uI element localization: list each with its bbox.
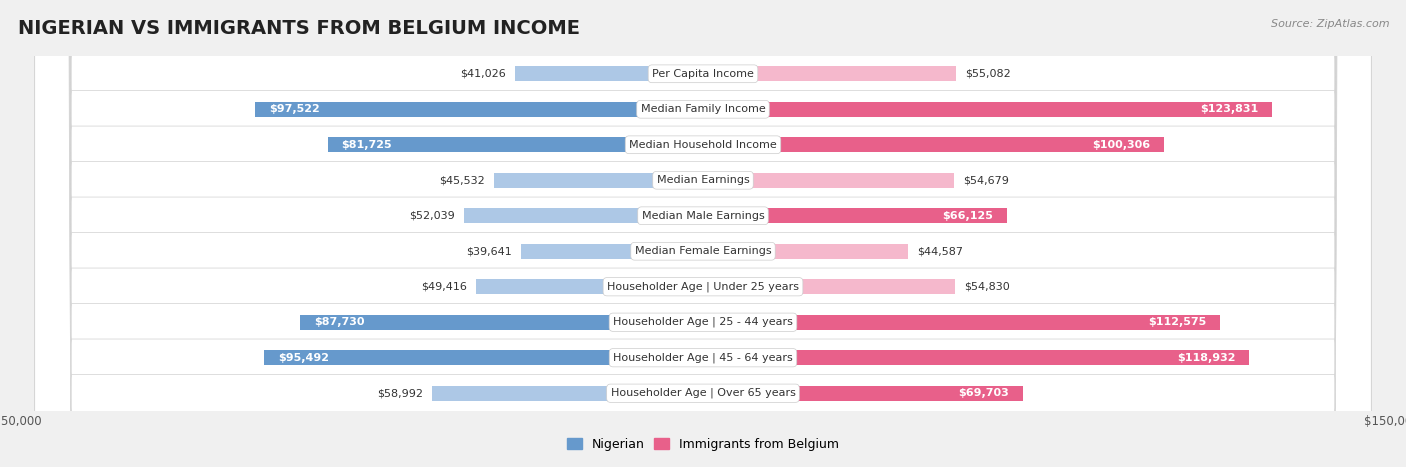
- Bar: [494, 173, 703, 188]
- FancyBboxPatch shape: [35, 0, 1371, 467]
- Text: $66,125: $66,125: [942, 211, 993, 221]
- Text: Median Family Income: Median Family Income: [641, 104, 765, 114]
- FancyBboxPatch shape: [35, 0, 1371, 467]
- Text: Median Household Income: Median Household Income: [628, 140, 778, 150]
- Bar: [703, 137, 1164, 152]
- Bar: [515, 66, 703, 81]
- Bar: [299, 315, 703, 330]
- Bar: [703, 208, 1007, 223]
- Bar: [264, 350, 703, 365]
- Text: Per Capita Income: Per Capita Income: [652, 69, 754, 79]
- Text: $49,416: $49,416: [420, 282, 467, 292]
- Bar: [432, 386, 703, 401]
- Text: Householder Age | Over 65 years: Householder Age | Over 65 years: [610, 388, 796, 398]
- Bar: [522, 244, 703, 259]
- Text: $54,679: $54,679: [963, 175, 1010, 185]
- Bar: [703, 244, 908, 259]
- Bar: [703, 279, 955, 294]
- Text: $55,082: $55,082: [965, 69, 1011, 79]
- Bar: [703, 102, 1272, 117]
- Bar: [703, 66, 956, 81]
- Text: NIGERIAN VS IMMIGRANTS FROM BELGIUM INCOME: NIGERIAN VS IMMIGRANTS FROM BELGIUM INCO…: [18, 19, 581, 38]
- Text: $95,492: $95,492: [278, 353, 329, 363]
- Text: $112,575: $112,575: [1149, 317, 1206, 327]
- Text: $100,306: $100,306: [1092, 140, 1150, 150]
- Legend: Nigerian, Immigrants from Belgium: Nigerian, Immigrants from Belgium: [567, 438, 839, 451]
- FancyBboxPatch shape: [35, 0, 1371, 467]
- FancyBboxPatch shape: [35, 0, 1371, 467]
- Text: Householder Age | 25 - 44 years: Householder Age | 25 - 44 years: [613, 317, 793, 327]
- Text: Householder Age | Under 25 years: Householder Age | Under 25 years: [607, 282, 799, 292]
- Text: Householder Age | 45 - 64 years: Householder Age | 45 - 64 years: [613, 353, 793, 363]
- Text: $39,641: $39,641: [465, 246, 512, 256]
- Text: Median Female Earnings: Median Female Earnings: [634, 246, 772, 256]
- Text: $52,039: $52,039: [409, 211, 454, 221]
- Bar: [703, 315, 1220, 330]
- Bar: [464, 208, 703, 223]
- FancyBboxPatch shape: [35, 0, 1371, 467]
- FancyBboxPatch shape: [35, 0, 1371, 467]
- FancyBboxPatch shape: [35, 0, 1371, 467]
- Bar: [477, 279, 703, 294]
- Bar: [703, 173, 955, 188]
- Text: Median Male Earnings: Median Male Earnings: [641, 211, 765, 221]
- Text: Source: ZipAtlas.com: Source: ZipAtlas.com: [1271, 19, 1389, 28]
- Text: $54,830: $54,830: [965, 282, 1010, 292]
- Text: $97,522: $97,522: [269, 104, 319, 114]
- Bar: [328, 137, 703, 152]
- Bar: [703, 386, 1024, 401]
- Text: $87,730: $87,730: [314, 317, 364, 327]
- FancyBboxPatch shape: [35, 0, 1371, 467]
- Text: $69,703: $69,703: [959, 388, 1010, 398]
- Text: $81,725: $81,725: [342, 140, 392, 150]
- Text: Median Earnings: Median Earnings: [657, 175, 749, 185]
- FancyBboxPatch shape: [35, 0, 1371, 467]
- Bar: [703, 350, 1250, 365]
- Text: $41,026: $41,026: [460, 69, 505, 79]
- Text: $118,932: $118,932: [1177, 353, 1236, 363]
- Text: $58,992: $58,992: [377, 388, 423, 398]
- FancyBboxPatch shape: [35, 0, 1371, 467]
- Text: $123,831: $123,831: [1199, 104, 1258, 114]
- Text: $45,532: $45,532: [439, 175, 485, 185]
- Bar: [254, 102, 703, 117]
- Text: $44,587: $44,587: [917, 246, 963, 256]
